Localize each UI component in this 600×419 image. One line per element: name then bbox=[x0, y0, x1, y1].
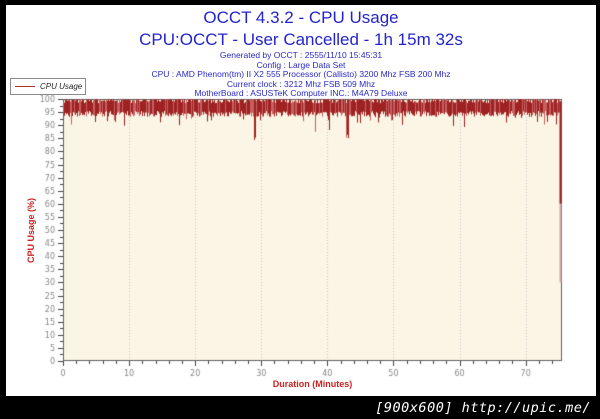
info-config: Config : Large Data Set bbox=[256, 59, 346, 70]
info-generated-by: Generated by OCCT : 2555/11/10 15:45:31 bbox=[219, 50, 383, 60]
info-current-clock: Current clock : 3212 Mhz FSB 509 Mhz bbox=[226, 78, 376, 89]
report-header: OCCT 4.3.2 - CPU Usage CPU:OCCT - User C… bbox=[6, 5, 596, 99]
report-title: OCCT 4.3.2 - CPU Usage bbox=[203, 8, 399, 27]
y-axis-title: CPU Usage (%) bbox=[26, 197, 36, 263]
report-page: OCCT 4.3.2 - CPU Usage CPU:OCCT - User C… bbox=[6, 5, 596, 396]
info-cpu: CPU : AMD Phenom(tm) II X2 555 Processor… bbox=[151, 69, 451, 79]
x-axis-title: Duration (Minutes) bbox=[272, 379, 353, 389]
watermark-text: [900x600] http://upic.me/ bbox=[375, 400, 591, 416]
cpu-usage-chart-canvas bbox=[6, 91, 596, 391]
report-subtitle: CPU:OCCT - User Cancelled - 1h 15m 32s bbox=[139, 30, 463, 49]
legend-label: CPU Usage bbox=[40, 82, 83, 91]
legend-line-icon bbox=[15, 86, 35, 87]
